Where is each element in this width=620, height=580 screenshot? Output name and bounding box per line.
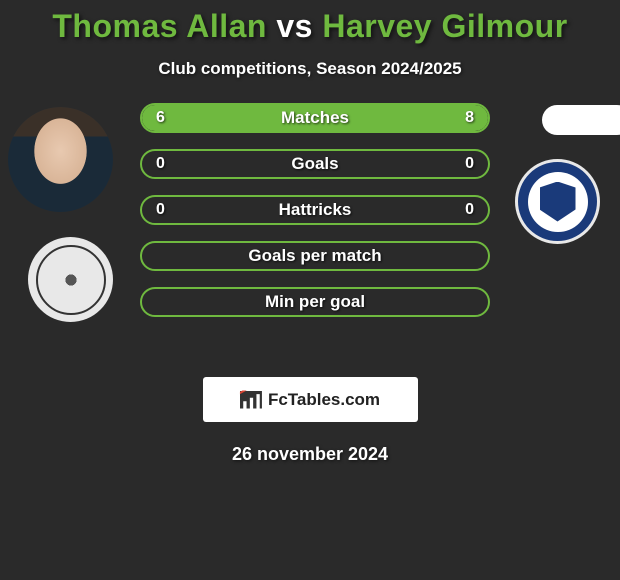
player1-avatar xyxy=(8,107,113,212)
stat-bar: 0 Hattricks 0 xyxy=(140,195,490,225)
stat-label: Min per goal xyxy=(265,292,365,312)
player1-club-badge xyxy=(28,237,113,322)
stat-label: Matches xyxy=(281,108,349,128)
stat-bar: 0 Goals 0 xyxy=(140,149,490,179)
comparison-area: 6Matches80Goals00Hattricks0Goals per mat… xyxy=(0,119,620,359)
player2-avatar xyxy=(542,105,620,135)
stat-bars: 6 Matches 8 0 Goals 0 0 Hattricks 0 Goals per mat… xyxy=(140,103,490,333)
player2-club-badge xyxy=(515,159,600,244)
stat-value-left: 0 xyxy=(156,201,165,219)
stat-value-left: 0 xyxy=(156,155,165,173)
player1-face-placeholder xyxy=(8,107,113,212)
stat-value-right: 8 xyxy=(465,109,474,127)
chart-icon xyxy=(240,391,262,409)
stat-value-left: 6 xyxy=(156,109,165,127)
shield-icon xyxy=(540,182,576,222)
stat-bar: Goals per match xyxy=(140,241,490,271)
date-text: 26 november 2024 xyxy=(0,444,620,465)
vs-text: vs xyxy=(276,8,313,44)
stat-bar: Min per goal xyxy=(140,287,490,317)
stat-label: Goals xyxy=(291,154,338,174)
subtitle: Club competitions, Season 2024/2025 xyxy=(0,59,620,79)
stat-value-right: 0 xyxy=(465,201,474,219)
rochdale-badge-icon xyxy=(528,172,588,232)
stat-label: Hattricks xyxy=(279,200,352,220)
stat-label: Goals per match xyxy=(248,246,381,266)
gateshead-badge-icon xyxy=(36,245,106,315)
player1-name: Thomas Allan xyxy=(52,8,267,44)
stat-value-right: 0 xyxy=(465,155,474,173)
stat-bar: 6 Matches 8 xyxy=(140,103,490,133)
brand-text: FcTables.com xyxy=(268,390,380,410)
page-title: Thomas Allan vs Harvey Gilmour xyxy=(0,8,620,45)
infographic-container: Thomas Allan vs Harvey Gilmour Club comp… xyxy=(0,0,620,465)
player2-name: Harvey Gilmour xyxy=(322,8,567,44)
brand-box: FcTables.com xyxy=(203,377,418,422)
